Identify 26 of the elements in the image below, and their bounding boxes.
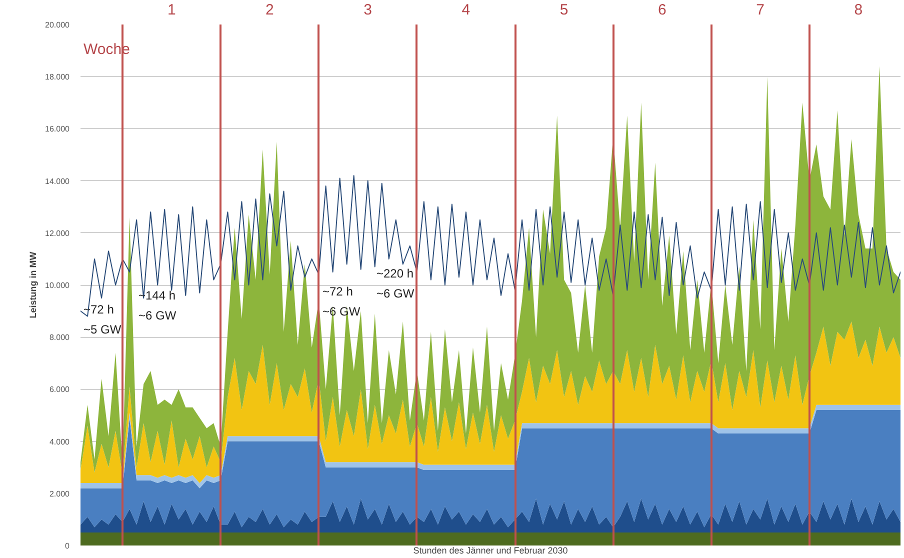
x-tick-label: 8 <box>854 2 863 18</box>
annotation: ~6 GW <box>138 308 177 322</box>
x-axis-title: Stunden des Jänner und Februar 2030 <box>413 546 568 556</box>
annotation: ~5 GW <box>84 322 122 336</box>
annotation: ~220 h <box>376 266 414 280</box>
x-tick-label: 3 <box>364 2 372 18</box>
y-tick-label: 12.000 <box>45 228 70 238</box>
y-tick-label: 10.000 <box>45 281 70 290</box>
x-tick-label: 5 <box>560 2 568 18</box>
y-tick-label: 8.000 <box>49 333 70 342</box>
y-tick-label: 0 <box>65 542 70 550</box>
x-tick-label: 6 <box>658 2 666 18</box>
y-axis-title: Leistung in MW <box>28 251 38 318</box>
y-tick-label: 20.000 <box>45 20 70 30</box>
y-tick-label: 6.000 <box>49 385 70 394</box>
y-tick-label: 4.000 <box>49 437 70 446</box>
y-tick-label: 18.000 <box>45 72 70 82</box>
y-tick-label: 2.000 <box>49 489 70 498</box>
x-tick-label: 7 <box>756 2 764 18</box>
y-tick-label: 14.000 <box>45 176 70 186</box>
x-tick-label: 1 <box>167 2 176 18</box>
x-tick-label: 4 <box>462 2 470 18</box>
y-tick-label: 16.000 <box>45 124 70 134</box>
x-tick-label: 2 <box>266 2 274 18</box>
annotation: ~72 h <box>322 284 353 298</box>
annotation: ~6 GW <box>376 286 415 300</box>
